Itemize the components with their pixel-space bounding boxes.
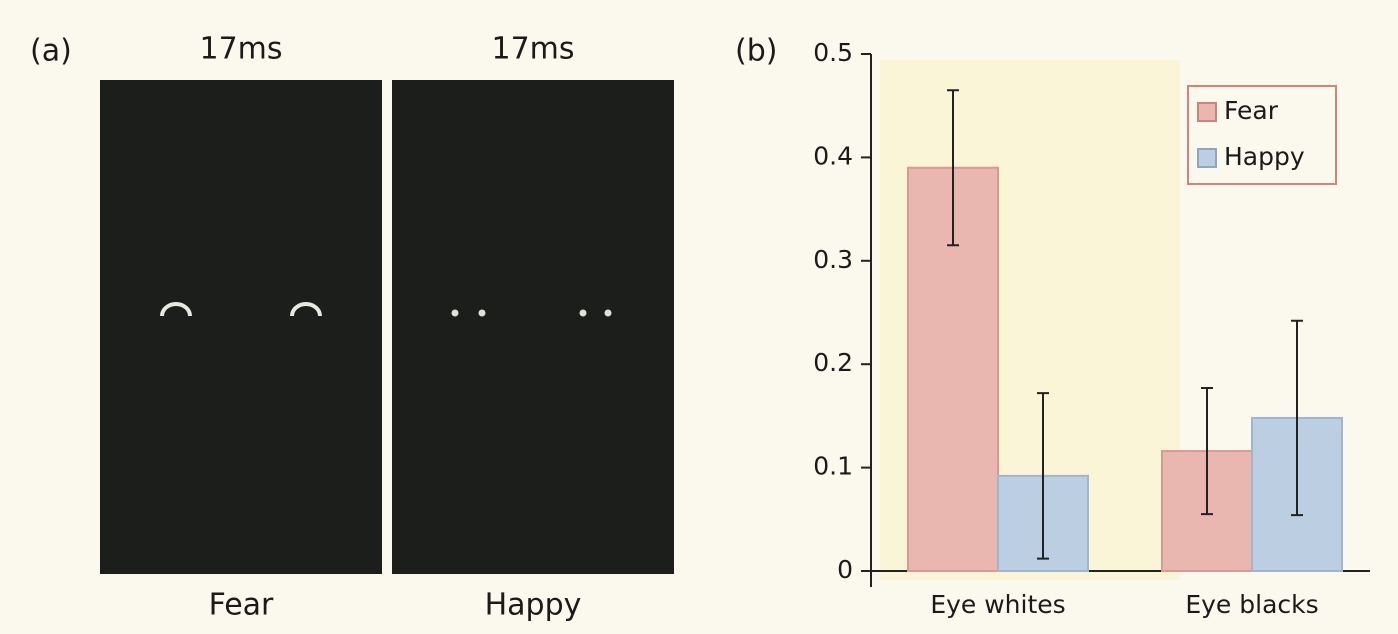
- y-tick-label: 0.4: [813, 141, 853, 170]
- eye-glint: [580, 310, 587, 317]
- y-tick-label: 0: [837, 555, 853, 584]
- panel-title: 17ms: [491, 32, 574, 67]
- eye-glint: [452, 310, 459, 317]
- eye-glint: [605, 310, 612, 317]
- panel-title: 17ms: [199, 32, 282, 67]
- y-tick-label: 0.5: [813, 38, 853, 67]
- panel-caption: Happy: [485, 588, 582, 623]
- y-tick-label: 0.1: [813, 452, 853, 481]
- panel-label: (a): [30, 34, 72, 69]
- legend-swatch: [1198, 103, 1216, 121]
- panel-caption: Fear: [209, 588, 274, 623]
- eye-glint: [479, 310, 486, 317]
- x-tick-label: Eye blacks: [1185, 590, 1318, 619]
- y-tick-label: 0.3: [813, 245, 853, 274]
- legend-label: Fear: [1224, 96, 1279, 125]
- x-tick-label: Eye whites: [930, 590, 1065, 619]
- figure: (a) 17ms Fear 17ms Happy (b) 0 0.1 0.2 0.3 0.4 0.5 E…: [0, 0, 1398, 634]
- panel-label: (b): [735, 34, 777, 69]
- stimulus-image: [392, 80, 674, 574]
- legend-swatch: [1198, 149, 1216, 167]
- legend-label: Happy: [1224, 142, 1305, 171]
- stimulus-image: [100, 80, 382, 574]
- y-tick-label: 0.2: [813, 348, 853, 377]
